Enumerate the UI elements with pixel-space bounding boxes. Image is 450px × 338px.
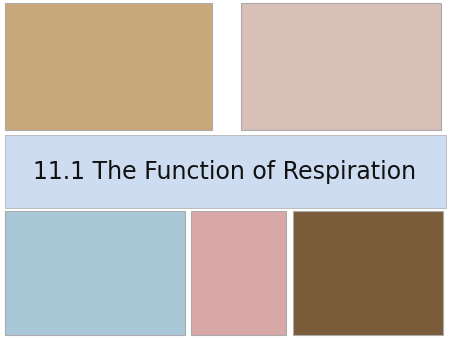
Bar [292, 211, 443, 335]
Bar [4, 135, 446, 208]
Bar [0, 0, 450, 3]
Bar [4, 3, 211, 130]
Text: 11.1 The Function of Respiration: 11.1 The Function of Respiration [33, 160, 417, 184]
Bar [191, 211, 286, 335]
Bar [4, 211, 184, 335]
Bar [241, 3, 441, 130]
